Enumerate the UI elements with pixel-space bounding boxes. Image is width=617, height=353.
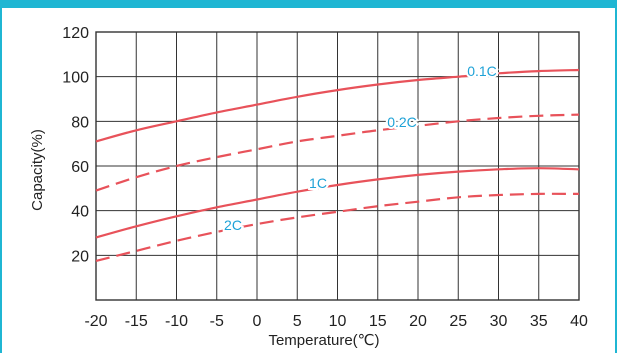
x-tick-label-1: -15: [125, 313, 148, 330]
x-tick-label-6: 10: [329, 313, 347, 330]
x-tick-label-4: 0: [253, 313, 262, 330]
x-tick-label-9: 25: [449, 313, 467, 330]
y-tick-label-5: 120: [62, 25, 89, 42]
capacity-temperature-chart: -20 -15 -10 -5 0 5 10 15 20 25 30 35 40 20 40 60 80 100 1…: [29, 25, 588, 349]
x-tick-label-0: -20: [84, 313, 107, 330]
y-tick-label-3: 80: [71, 114, 89, 131]
x-tick-label-7: 15: [369, 313, 387, 330]
x-tick-labels: -20 -15 -10 -5 0 5 10 15 20 25 30 35 40: [84, 313, 588, 330]
x-tick-label-12: 40: [570, 313, 588, 330]
series-line-0.1C: [95, 68, 580, 143]
series-label-halo-0.1C: 0.1C: [467, 63, 497, 79]
plot-border: [95, 31, 580, 301]
x-tick-label-8: 20: [409, 313, 427, 330]
y-tick-label-1: 40: [71, 204, 89, 221]
y-tick-label-4: 100: [62, 70, 89, 87]
series-label-halo-1C: 1C: [309, 175, 327, 191]
y-tick-labels: 20 40 60 80 100 120: [62, 25, 89, 265]
x-tick-label-11: 35: [530, 313, 548, 330]
grid: [95, 31, 580, 301]
series-line-1C: [95, 167, 580, 239]
x-tick-label-10: 30: [490, 313, 508, 330]
series-line-0.2C: [95, 113, 580, 192]
x-tick-label-5: 5: [293, 313, 302, 330]
series-label-0.2C: 0.2C: [387, 114, 417, 130]
x-tick-label-2: -10: [165, 313, 188, 330]
curves: [95, 68, 580, 262]
series-label-1C: 1C: [309, 175, 327, 191]
series-label-0.1C: 0.1C: [467, 63, 497, 79]
series-line-2C: [95, 192, 580, 262]
y-tick-label-0: 20: [71, 248, 89, 265]
x-tick-label-3: -5: [210, 313, 224, 330]
y-axis-title: Capacity(%): [29, 129, 46, 211]
x-axis-title: Temperature(℃): [268, 332, 379, 349]
series-label-halo-2C: 2C: [224, 217, 242, 233]
y-tick-label-2: 60: [71, 159, 89, 176]
series-label-halo-0.2C: 0.2C: [387, 114, 417, 130]
series-label-2C: 2C: [224, 217, 242, 233]
